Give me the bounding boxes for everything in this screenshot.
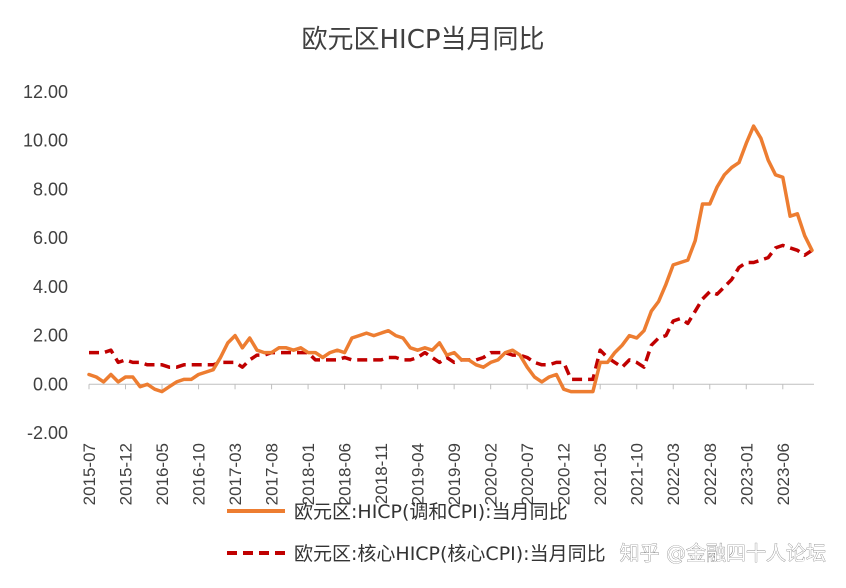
x-tick-label: 2021-10 (628, 443, 647, 505)
y-tick-label: -2.00 (27, 423, 68, 443)
x-tick-label: 2023-06 (774, 443, 793, 505)
x-tick-label: 2021-05 (591, 443, 610, 505)
x-tick-label: 2020-02 (482, 443, 501, 505)
legend-label-hicp: 欧元区:HICP(调和CPI):当月同比 (294, 501, 568, 523)
y-tick-label: 8.00 (33, 179, 68, 199)
watermark: 知乎 @金融四十人论坛 (620, 541, 826, 565)
x-tick-label: 2015-12 (117, 443, 136, 505)
x-tick-label: 2020-07 (518, 443, 537, 505)
x-tick-label: 2022-03 (664, 443, 683, 505)
x-tick-label: 2018-11 (372, 443, 391, 504)
x-tick-label: 2019-09 (445, 443, 464, 505)
x-tick-label: 2018-01 (299, 443, 318, 505)
x-tick-label: 2018-06 (336, 443, 355, 505)
x-tick-label: 2019-04 (409, 443, 428, 505)
series-line-hicp (87, 124, 814, 394)
x-tick-label: 2016-05 (153, 443, 172, 505)
y-tick-label: 10.00 (23, 131, 68, 151)
plot-area (87, 124, 814, 394)
x-tick-label: 2015-07 (80, 443, 99, 505)
y-axis: -2.00 0.00 2.00 4.00 6.00 8.00 10.00 12.00 (23, 82, 68, 443)
series-line-core-hicp (89, 243, 813, 382)
x-tick-label: 2016-10 (190, 443, 209, 505)
y-tick-label: 12.00 (23, 82, 68, 102)
y-tick-label: 4.00 (33, 277, 68, 297)
x-tick-label: 2023-01 (737, 443, 756, 505)
x-axis: 2015-07 2015-12 2016-05 2016-10 2017-03 2017-… (80, 383, 814, 505)
y-tick-label: 6.00 (33, 228, 68, 248)
legend: 欧元区:HICP(调和CPI):当月同比 欧元区:核心HICP(核心CPI):当… (227, 501, 606, 565)
x-tick-label: 2022-08 (701, 443, 720, 505)
y-tick-label: 2.00 (33, 326, 68, 346)
x-tick-label: 2017-03 (226, 443, 245, 505)
legend-label-core-hicp: 欧元区:核心HICP(核心CPI):当月同比 (294, 543, 606, 565)
y-tick-label: 0.00 (33, 374, 68, 394)
x-tick-label: 2020-12 (555, 443, 574, 505)
x-tick-label: 2017-08 (263, 443, 282, 505)
chart-title: 欧元区HICP当月同比 (301, 25, 544, 55)
